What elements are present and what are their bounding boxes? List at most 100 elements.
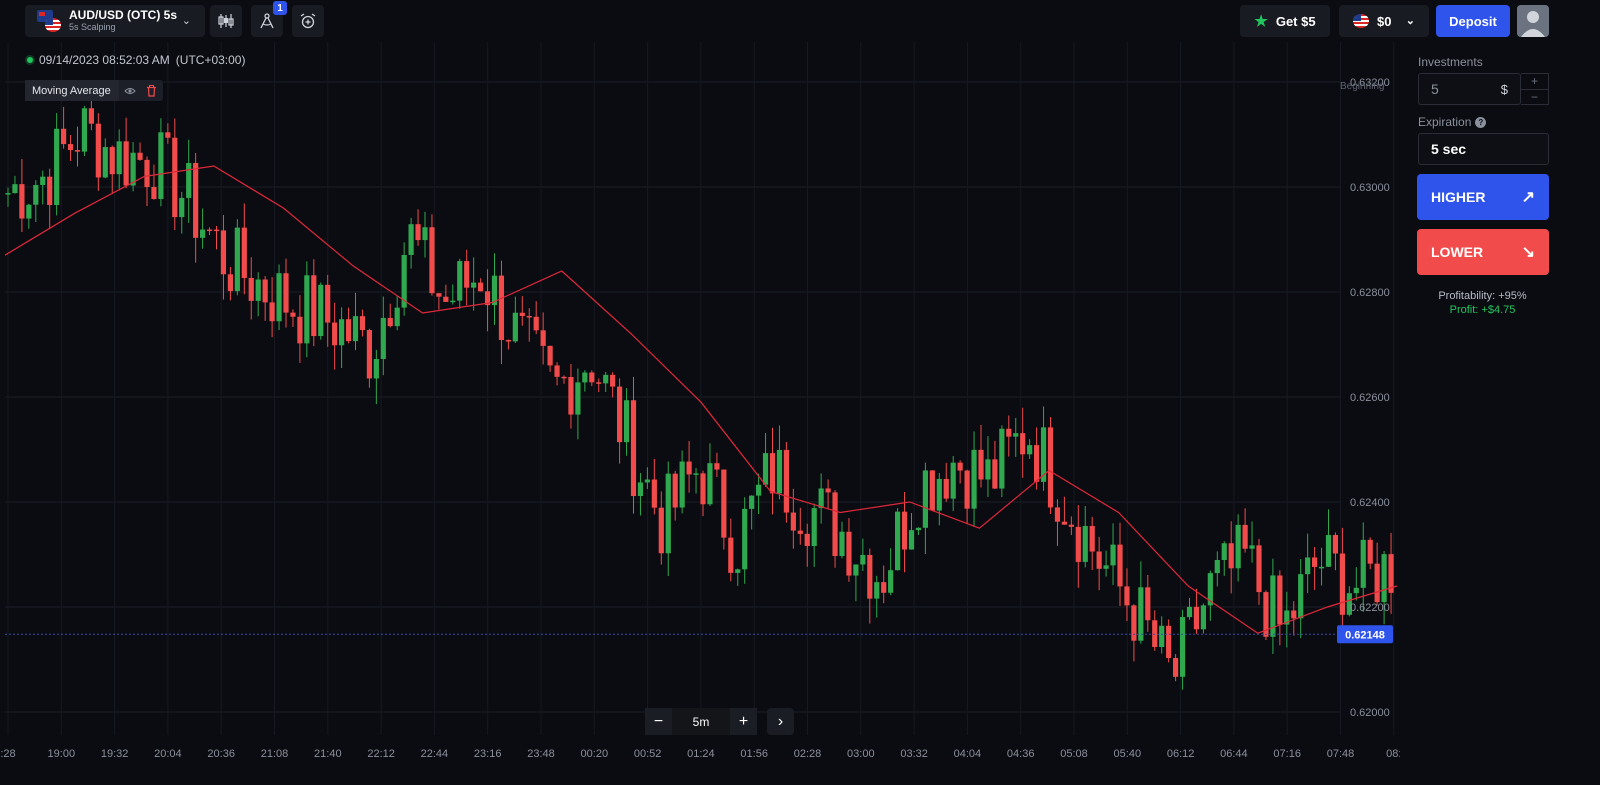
candle-body [255, 279, 261, 301]
candle-body [213, 229, 220, 232]
candle [1235, 514, 1241, 582]
remove-indicator-button[interactable] [141, 80, 163, 101]
candle-body [735, 569, 741, 573]
candle [359, 309, 366, 337]
avatar[interactable] [1517, 5, 1549, 37]
get-bonus-button[interactable]: ★ Get $5 [1240, 5, 1330, 37]
visibility-toggle[interactable] [119, 80, 141, 101]
candle-body [749, 495, 755, 509]
alarm-plus-icon [300, 13, 316, 29]
candle [610, 372, 616, 398]
candle [1152, 610, 1158, 651]
zoom-in-button[interactable]: + [730, 708, 757, 735]
candle [936, 472, 942, 526]
candle [283, 258, 289, 328]
candle [318, 282, 324, 340]
candle [1082, 506, 1088, 568]
star-icon: ★ [1254, 13, 1268, 30]
candle [519, 296, 525, 326]
candle-body [630, 400, 637, 497]
candle [1179, 609, 1186, 690]
candle-body [1270, 575, 1276, 637]
chart-type-button[interactable] [210, 5, 242, 37]
chevron-right-icon: › [777, 712, 784, 730]
candle [721, 469, 727, 550]
get-bonus-label: Get $5 [1275, 13, 1316, 29]
deposit-button[interactable]: Deposit [1436, 5, 1510, 37]
candle-body [825, 488, 831, 493]
candle-body [707, 463, 713, 505]
candle-body [269, 302, 275, 322]
candle-body [283, 273, 289, 313]
candlestick-chart[interactable]: 0.63200 0.63000 0.62800 0.62600 0.62400 0.622… [0, 42, 1400, 785]
candle [999, 425, 1005, 498]
candle-body [1312, 557, 1318, 567]
x-tick-label: 07:48 [1327, 748, 1355, 760]
price-alert-button[interactable] [292, 5, 324, 37]
candle [1013, 417, 1019, 457]
candle [1166, 619, 1172, 663]
candle [1096, 536, 1102, 591]
candle-body [172, 137, 178, 218]
candle [742, 497, 748, 584]
indicator-name[interactable]: Moving Average [25, 80, 119, 101]
price-chart[interactable]: 0.63200 0.63000 0.62800 0.62600 0.62400 0.622… [0, 42, 1400, 785]
top-bar: AUD/USD (OTC) 5s 5s Scalping ⌄ 1 [0, 0, 1600, 42]
candle [345, 307, 352, 344]
candle [547, 345, 553, 372]
candle [992, 440, 998, 489]
candle [401, 242, 407, 316]
asset-selector[interactable]: AUD/USD (OTC) 5s 5s Scalping ⌄ [25, 5, 205, 37]
x-tick-label: 22:12 [367, 748, 395, 760]
chevron-down-icon: ⌄ [1405, 15, 1415, 27]
candle-body [929, 470, 935, 511]
candle-body [651, 479, 657, 508]
candle [867, 548, 873, 624]
candle-body [116, 141, 122, 175]
scroll-to-latest-button[interactable]: › [767, 708, 794, 735]
higher-button[interactable]: HIGHER ↗ [1417, 174, 1549, 220]
lower-button[interactable]: LOWER ↘ [1417, 229, 1549, 275]
help-icon[interactable]: ? [1475, 116, 1487, 128]
candle [1325, 509, 1332, 567]
candle-body [756, 484, 762, 496]
candle [297, 295, 303, 363]
drawing-tools-button[interactable]: 1 [251, 1, 287, 37]
x-tick-label: 06:12 [1167, 748, 1195, 760]
candle-body [123, 141, 129, 186]
candle-body [540, 330, 546, 346]
candle-body [846, 531, 852, 576]
y-tick-label: 0.62200 [1350, 602, 1390, 614]
interval-value[interactable]: 5m [672, 708, 730, 735]
expiration-input[interactable]: 5 sec [1418, 133, 1549, 165]
candle [40, 170, 46, 205]
candle-body [102, 147, 108, 178]
candle [1131, 604, 1137, 662]
candle-body [700, 473, 706, 505]
candle-body [1075, 526, 1081, 562]
candle [1263, 590, 1269, 641]
candle [665, 461, 671, 576]
candle-body [484, 291, 491, 306]
candle [172, 118, 178, 231]
candle-body [1298, 574, 1304, 619]
candle-body [582, 372, 588, 383]
candle [61, 106, 67, 149]
candle-body [1207, 573, 1213, 606]
candle [943, 462, 949, 502]
candle [352, 292, 359, 351]
current-price-label: 0.62148 [1345, 629, 1385, 641]
decrement-button[interactable]: − [1530, 89, 1538, 104]
candle [102, 138, 108, 179]
candle-body [769, 453, 776, 494]
x-tick-label: 04:04 [954, 748, 982, 760]
increment-button[interactable]: + [1521, 74, 1548, 90]
candle [1284, 591, 1290, 648]
candle-body [1221, 543, 1227, 560]
zoom-out-button[interactable]: − [645, 708, 672, 735]
candle-body [130, 152, 136, 186]
investment-input[interactable]: 5 $ [1418, 73, 1521, 105]
balance-selector[interactable]: $0 ⌄ [1339, 5, 1429, 37]
candle [1221, 541, 1227, 576]
x-tick-label: 03:00 [847, 748, 875, 760]
